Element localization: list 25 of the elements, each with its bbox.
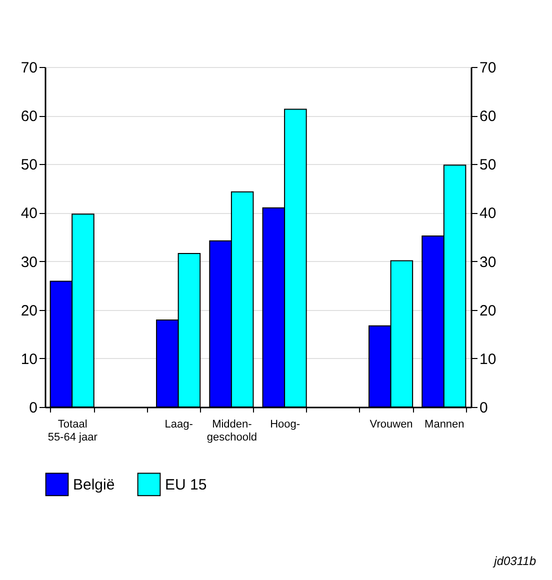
y-tick-label: 60 [20, 108, 38, 126]
y-tick-label: 10 [20, 350, 38, 368]
x-tick-label: Hoog- [270, 418, 300, 430]
y-tick-label: 30 [20, 254, 38, 271]
y2-tick-label: 0 [480, 400, 488, 416]
x-tick-label: Mannen [424, 418, 464, 430]
y2-tick-label: 70 [480, 60, 496, 76]
y-tick-label: 20 [20, 302, 38, 320]
x-tick-label: Midden- geschoold [206, 418, 258, 444]
y-tick-label: 40 [20, 205, 38, 222]
y2-tick-label: 60 [480, 108, 496, 126]
x-tick-label: Vrouwen [370, 418, 413, 430]
y2-tick-label: 20 [480, 302, 496, 320]
y2-tick-label: 30 [480, 254, 496, 271]
y-tick-label: 70 [20, 60, 38, 76]
x-tick-label: Laag- [164, 418, 194, 430]
text: jd0311b [494, 554, 536, 568]
y-tick-label: 50 [20, 156, 38, 174]
y2-tick-label: 40 [480, 205, 496, 222]
y-tick-label: 0 [29, 400, 38, 416]
x-tick-label: Totaal 55-64 jaar [48, 418, 98, 444]
y2-tick-label: 50 [480, 156, 496, 174]
legend-label: België [73, 476, 115, 494]
legend-label: EU 15 [165, 476, 207, 494]
y2-tick-label: 10 [480, 350, 496, 368]
